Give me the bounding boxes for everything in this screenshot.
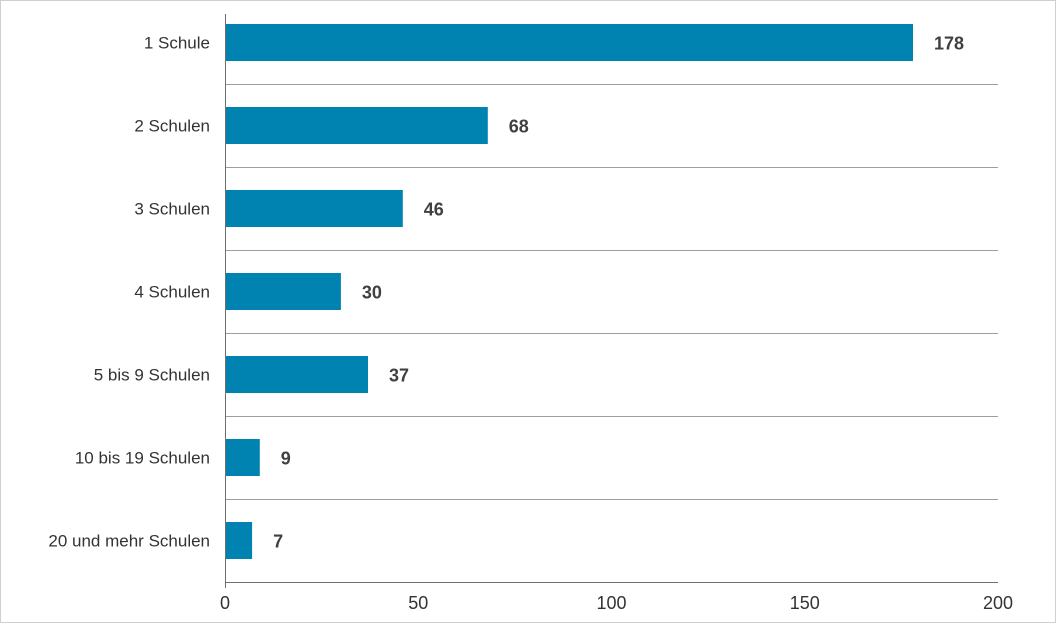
bar (226, 273, 341, 310)
category-label: 3 Schulen (134, 200, 210, 219)
x-tick-label: 0 (220, 593, 230, 613)
value-label: 9 (281, 449, 291, 469)
category-label: 2 Schulen (134, 117, 210, 136)
bar (226, 439, 260, 476)
value-label: 178 (934, 34, 964, 54)
category-label: 10 bis 19 Schulen (75, 449, 210, 468)
x-tick-label: 50 (408, 593, 428, 613)
value-label: 7 (273, 532, 283, 552)
category-label: 4 Schulen (134, 283, 210, 302)
bar (226, 190, 403, 227)
value-label: 30 (362, 283, 382, 303)
value-label: 68 (509, 117, 529, 137)
category-label: 1 Schule (144, 34, 210, 53)
bar (226, 107, 488, 144)
value-label: 46 (424, 200, 444, 220)
value-label: 37 (389, 366, 409, 386)
x-tick-label: 150 (790, 593, 820, 613)
x-tick-label: 100 (596, 593, 626, 613)
bar (226, 356, 368, 393)
category-label: 20 und mehr Schulen (48, 532, 210, 551)
category-label: 5 bis 9 Schulen (94, 366, 210, 385)
bar (226, 24, 913, 61)
x-tick-label: 200 (983, 593, 1013, 613)
bar (226, 522, 253, 559)
